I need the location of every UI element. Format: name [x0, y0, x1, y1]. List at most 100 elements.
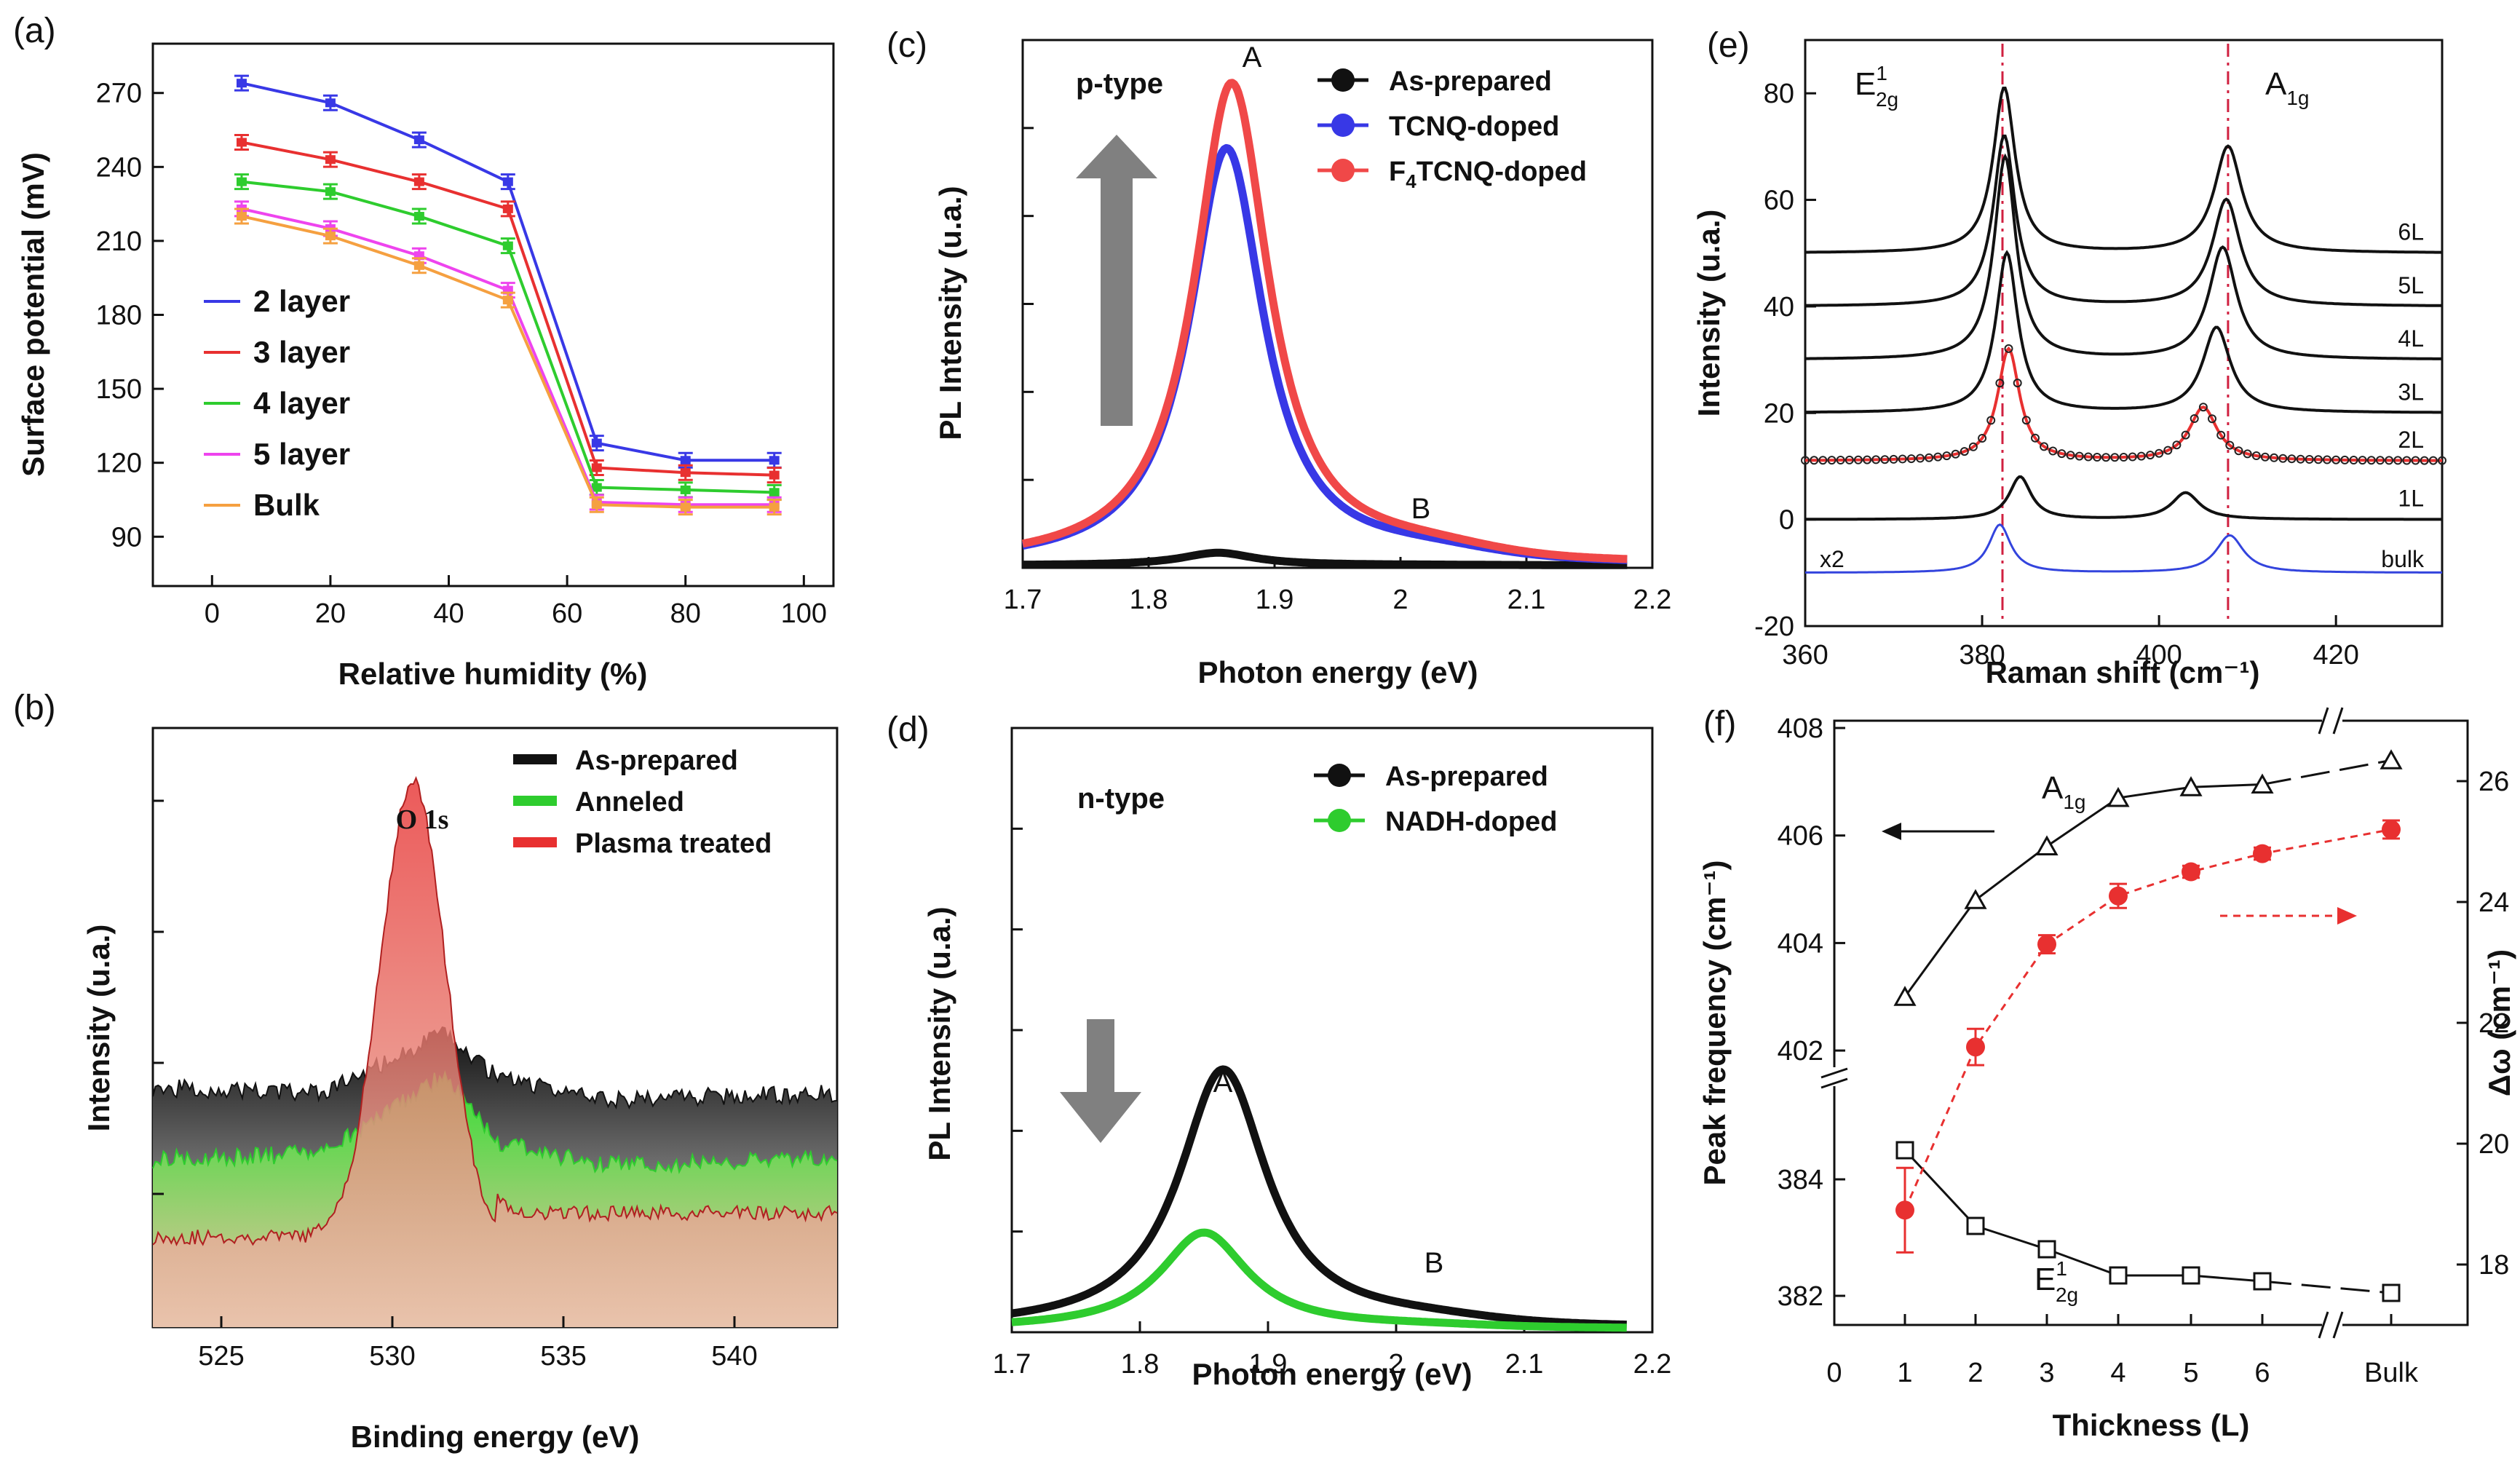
data-point-a	[236, 79, 247, 88]
panel-d: (d) 1.7 1.8 1.9 2 2.1 2.2 n-type A B As-prepa…	[887, 711, 1671, 1391]
ticks-a: 0 20 40 60 80 100 90 120 150 180 210 240 270	[96, 79, 827, 629]
raman-point-e	[2225, 440, 2235, 450]
y-tick-label-left-f: 382	[1778, 1281, 1823, 1312]
series-label-e: 4L	[2398, 325, 2424, 352]
x-tick-label-a: 60	[552, 598, 582, 629]
y-tick-label-a: 210	[96, 226, 142, 257]
xlabel-f: Thickness (L)	[2053, 1408, 2250, 1442]
mode-label-e2g-f-main: E	[2034, 1262, 2056, 1297]
legend-label-c: TCNQ-doped	[1389, 111, 1559, 142]
raman-point-e	[2163, 446, 2173, 455]
raman-point-e	[1853, 455, 1863, 464]
data-point-a	[680, 485, 691, 494]
down-arrow	[1060, 1019, 1141, 1143]
peak-label-a-c: A	[1243, 41, 1262, 74]
ylabel-e: Intensity (u.a.)	[1692, 210, 1726, 417]
y-tick-label-e: -20	[1754, 612, 1794, 642]
data-point-a	[591, 500, 602, 510]
y-tick-label-a: 120	[96, 448, 142, 479]
y-tick-label-a: 240	[96, 152, 142, 183]
y-tick-label-left-f: 402	[1778, 1036, 1823, 1067]
x-tick-label-c: 1.8	[1130, 585, 1168, 615]
raman-point-e	[1845, 455, 1854, 464]
arrow-right-head	[2337, 907, 2357, 925]
data-point-a	[680, 456, 691, 465]
areas-b	[152, 775, 838, 1327]
legend-label-c-main: F	[1389, 157, 1406, 187]
arrow-left-head	[1882, 823, 1901, 840]
y-tick-label-a: 270	[96, 79, 142, 109]
raman-point-e	[2278, 454, 2288, 463]
y-tick-label-a: 90	[111, 522, 142, 553]
raman-point-e	[1968, 442, 1978, 451]
raman-point-e	[2243, 449, 2252, 459]
ylabel-right-f: Δω (cm⁻¹)	[2482, 949, 2516, 1096]
y-tick-label-left-f: 384	[1778, 1165, 1823, 1195]
axis-break-top-2	[2332, 707, 2344, 735]
raman-point-e	[2057, 449, 2067, 459]
y-tick-label-e: 60	[1764, 186, 1794, 216]
data-point-a	[769, 502, 780, 512]
connector-f	[1903, 1149, 2263, 1283]
raman-point-e	[2181, 430, 2190, 440]
raman-point-e	[2004, 344, 2013, 353]
legend-marker-c	[1331, 114, 1355, 137]
data-point-a	[591, 483, 602, 492]
x-tick-label-f: Bulk	[2364, 1358, 2419, 1388]
y-tick-label-a: 180	[96, 301, 142, 331]
data-point-a	[502, 296, 513, 305]
ticks-b: 525 530 535 540	[153, 799, 758, 1372]
data-point-a	[325, 187, 336, 197]
panel-f: (f) 0 1 2 3 4 5 6 Bulk 402 404 406 408 382 384 18 20 22 2…	[1697, 705, 2516, 1442]
data-point-a	[236, 177, 247, 186]
legend-label-c-rest: TCNQ-doped	[1416, 157, 1587, 187]
data-point-a	[502, 177, 513, 186]
legend-label-a: 5 layer	[253, 437, 350, 471]
legend-marker-c	[1331, 159, 1355, 182]
raman-curve-e	[1804, 346, 2442, 462]
legend-b: As-prepared Anneled Plasma treated	[513, 745, 772, 859]
x-tick-label-c: 2.2	[1633, 585, 1672, 615]
x-tick-label-b: 530	[369, 1341, 415, 1372]
raman-curve-e	[1805, 523, 2442, 574]
legend-label-a: 2 layer	[253, 284, 350, 318]
peak-label-b-c: B	[1411, 493, 1431, 525]
ticks-c: 1.7 1.8 1.9 2 2.1 2.2	[1004, 127, 1672, 615]
y-tick-label-left-f: 408	[1778, 713, 1823, 744]
e2g-point-f	[2109, 1266, 2128, 1285]
ticks-f: 0 1 2 3 4 5 6 Bulk 402 404 406 408 382 384 18 20 22 24 26	[1778, 713, 2510, 1388]
xlabel-b: Binding energy (eV)	[351, 1420, 640, 1454]
data-point-a	[502, 204, 513, 213]
series-d	[1010, 1065, 1629, 1332]
ylabel-c: PL Intensity (u.a.)	[933, 186, 967, 440]
series-label-e: 5L	[2398, 272, 2424, 298]
raman-point-e	[2031, 433, 2040, 443]
connector-f	[1903, 783, 2263, 998]
x-tick-label-d: 1.7	[993, 1349, 1031, 1380]
down-arrow-head	[1060, 1092, 1141, 1143]
pl-curve-d	[1010, 1228, 1629, 1332]
ticks-d: 1.7 1.8 1.9 2 2.1 2.2	[993, 827, 1671, 1380]
x-tick-label-b: 535	[540, 1341, 586, 1372]
raman-point-e	[2358, 456, 2367, 465]
x-tick-label-c: 2.1	[1507, 585, 1546, 615]
raman-point-e	[2385, 456, 2394, 465]
peak-label-b-d: B	[1425, 1247, 1444, 1279]
data-point-a	[413, 212, 424, 221]
x-tick-label-a: 40	[433, 598, 464, 629]
panel-label-a: (a)	[13, 12, 56, 50]
raman-curve-e	[1805, 153, 2442, 360]
raman-point-e	[1986, 416, 1996, 425]
legend-a: 2 layer 3 layer 4 layer 5 layer Bulk	[204, 284, 350, 522]
raman-point-e	[2075, 451, 2084, 461]
legend-marker-d	[1328, 809, 1351, 832]
y-tick-label-left-f: 404	[1778, 928, 1823, 959]
data-point-a	[769, 488, 780, 497]
mode-label-a1g-e-sub: 1g	[2286, 87, 2309, 109]
raman-point-e	[2251, 451, 2261, 460]
data-point-a	[413, 261, 424, 270]
up-arrow	[1076, 135, 1157, 426]
mode-label-e2g-e-sub: 2g	[1876, 88, 1898, 111]
raman-point-e	[1836, 456, 1845, 464]
